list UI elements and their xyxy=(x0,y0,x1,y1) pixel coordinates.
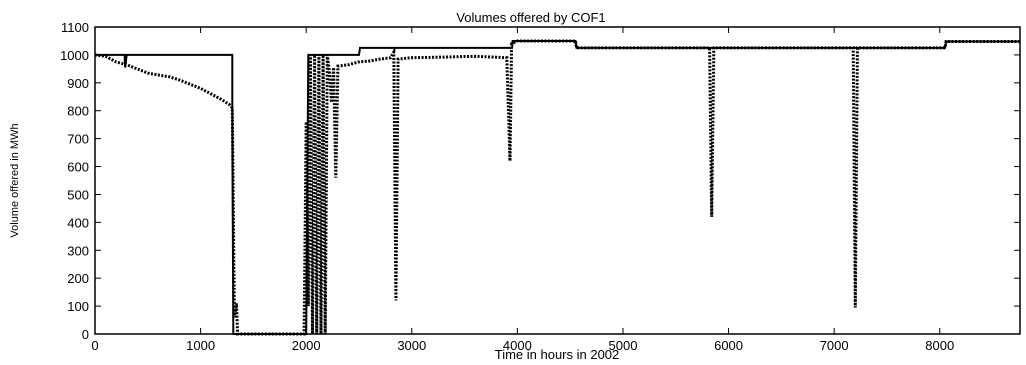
plot-frame xyxy=(94,26,1021,335)
x-tick-label-4: 4000 xyxy=(503,338,532,353)
y-tick-label-8: 800 xyxy=(67,104,89,119)
y-tick-label-7: 700 xyxy=(67,132,89,147)
x-axis-label: Time in hours in 2002 xyxy=(495,347,620,362)
x-tick-label-0: 0 xyxy=(91,338,98,353)
x-tick-label-7: 7000 xyxy=(820,338,849,353)
plot-area: 0 1000 2000 3000 4000 5000 6000 7000 8000 0 100 200… xyxy=(60,20,1021,353)
y-tick-label-5: 500 xyxy=(67,187,89,202)
x-tick-label-6: 6000 xyxy=(714,338,743,353)
chart-title: Volumes offered by COF1 xyxy=(456,10,605,25)
x-tick-label-3: 3000 xyxy=(397,338,426,353)
y-tick-label-3: 300 xyxy=(67,243,89,258)
y-tick-label-2: 200 xyxy=(67,271,89,286)
x-tick-label-5: 5000 xyxy=(609,338,638,353)
y-tick-label-0: 0 xyxy=(82,327,89,342)
y-tick-label-10: 1000 xyxy=(60,48,89,63)
series-line-2 xyxy=(94,39,1020,336)
y-axis-label: Volume offered in MWh xyxy=(9,123,21,237)
y-tick-label-1: 100 xyxy=(67,299,89,314)
x-tick-label-2: 2000 xyxy=(292,338,321,353)
y-tick-label-9: 900 xyxy=(67,76,89,91)
y-tick-label-6: 600 xyxy=(67,160,89,175)
y-tick-label-11: 1100 xyxy=(61,20,89,35)
y-tick-label-4: 400 xyxy=(67,215,89,230)
x-tick-label-8: 8000 xyxy=(925,338,954,353)
x-tick-label-1: 1000 xyxy=(186,338,215,353)
